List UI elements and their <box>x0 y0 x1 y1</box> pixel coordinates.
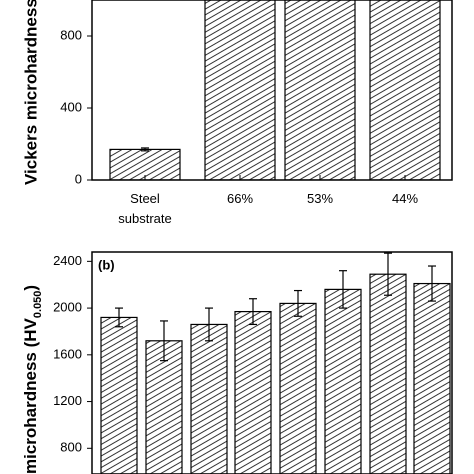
y-axis-label-part: microhardness (HV <box>21 317 40 474</box>
y-axis-label-part: 0.050 <box>32 291 44 319</box>
error-bar <box>384 252 392 296</box>
bar <box>100 316 138 474</box>
x-tick-label: 53% <box>307 191 333 206</box>
x-tick-label: Steel substrate <box>118 191 171 226</box>
panel-label: (b) <box>98 257 115 272</box>
error-bar <box>160 320 168 362</box>
error-bar <box>339 270 347 309</box>
y-tick-label: 2000 <box>53 300 82 315</box>
y-tick-label: 1200 <box>53 393 82 408</box>
plot-frame <box>91 251 453 474</box>
x-tick-label-line: 66% <box>227 191 253 206</box>
error-bar <box>249 298 257 326</box>
bar <box>369 0 441 180</box>
x-tick-label-line: substrate <box>118 211 171 226</box>
y-tick-label: 800 <box>60 440 82 455</box>
y-axis-label-part: ) <box>21 285 40 291</box>
x-tick-label-line: Steel <box>130 191 160 206</box>
y-tick-label: 1600 <box>53 346 82 361</box>
plot-frame <box>91 0 453 181</box>
bar <box>369 273 407 474</box>
bar <box>190 323 228 474</box>
bar <box>234 310 272 474</box>
bar <box>109 148 181 180</box>
bar <box>324 288 362 474</box>
bar <box>284 0 356 180</box>
error-bar <box>294 289 302 317</box>
x-tick-label-line: 44% <box>392 191 418 206</box>
y-tick-label: 800 <box>60 27 82 42</box>
error-bar <box>141 147 149 152</box>
plot-area <box>100 252 451 474</box>
bar <box>145 340 183 474</box>
y-axis-label: Vickers microhardness <box>21 0 40 185</box>
x-tick-label: 44% <box>392 191 418 206</box>
plot-area <box>109 0 441 180</box>
x-tick-label-line: 53% <box>307 191 333 206</box>
error-bar <box>428 265 436 302</box>
error-bar <box>115 307 123 328</box>
y-tick-label: 400 <box>60 99 82 114</box>
error-bar <box>205 307 213 342</box>
bar <box>413 282 451 474</box>
x-tick-label: 66% <box>227 191 253 206</box>
y-axis-label: microhardness (HV0.050) <box>21 285 43 474</box>
bar <box>204 0 276 180</box>
y-tick-label: 0 <box>75 171 82 186</box>
bar <box>279 302 317 474</box>
y-tick-label: 2400 <box>53 253 82 268</box>
